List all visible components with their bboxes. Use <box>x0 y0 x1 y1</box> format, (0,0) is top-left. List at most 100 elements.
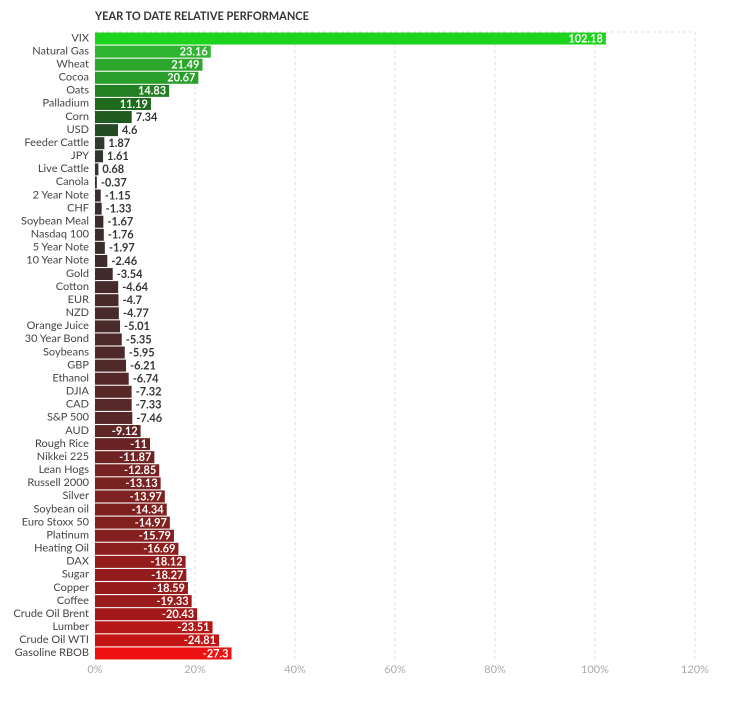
bar <box>95 503 167 516</box>
bar <box>95 529 174 542</box>
bar <box>95 215 104 228</box>
category-label: Soybeans <box>43 345 89 358</box>
category-label: Natural Gas <box>32 44 89 57</box>
category-label: Soybean Meal <box>21 214 89 227</box>
category-label: Ethanol <box>52 371 89 384</box>
category-label: Canola <box>56 175 89 188</box>
category-label: Lean Hogs <box>39 463 90 476</box>
bar <box>95 241 105 254</box>
bar <box>95 268 113 281</box>
x-tick-label: 0% <box>87 663 102 676</box>
value-label: 1.87 <box>108 137 130 150</box>
value-label: -27.3 <box>203 647 229 660</box>
category-label: DJIA <box>66 385 90 398</box>
bar <box>95 97 151 110</box>
value-label: -4.64 <box>122 281 148 294</box>
value-label: -18.27 <box>151 569 183 582</box>
value-label: -16.69 <box>143 543 175 556</box>
bar <box>95 176 97 189</box>
value-label: -1.67 <box>107 216 133 229</box>
category-label: Silver <box>63 489 90 502</box>
bar <box>95 163 99 176</box>
value-label: -24.81 <box>184 634 216 647</box>
value-label: 4.6 <box>122 124 138 137</box>
value-label: 0.68 <box>102 163 124 176</box>
category-label: Euro Stoxx 50 <box>22 515 90 528</box>
category-label: Nasdaq 100 <box>31 228 90 241</box>
bar <box>95 189 101 202</box>
category-label: VIX <box>71 31 90 44</box>
category-label: Feeder Cattle <box>24 136 89 149</box>
bar <box>95 307 119 320</box>
value-label: -0.37 <box>101 176 127 189</box>
category-label: Crude Oil WTI <box>19 633 89 646</box>
value-label: -7.32 <box>136 386 162 399</box>
category-label: Russell 2000 <box>27 476 89 489</box>
x-tick-label: 100% <box>581 663 609 676</box>
bar <box>95 359 127 372</box>
bar <box>95 595 192 608</box>
value-label: -9.12 <box>112 425 138 438</box>
bar <box>95 124 118 137</box>
value-label: 20.67 <box>167 72 195 85</box>
value-label: -13.13 <box>125 477 157 490</box>
value-label: 23.16 <box>180 45 209 58</box>
value-label: -14.34 <box>131 503 164 516</box>
bar <box>95 542 179 555</box>
category-label: S&P 500 <box>47 411 90 424</box>
value-label: 1.61 <box>107 150 129 163</box>
bar <box>95 228 104 241</box>
category-label: Gasoline RBOB <box>15 646 89 659</box>
category-label: Nikkei 225 <box>37 450 89 463</box>
bar <box>95 398 132 411</box>
category-label: Orange Juice <box>27 319 90 332</box>
bar <box>95 346 125 359</box>
bar <box>95 71 199 84</box>
value-label: -11.87 <box>119 451 151 464</box>
value-label: -1.33 <box>106 202 132 215</box>
category-label: JPY <box>71 149 89 162</box>
bar <box>95 438 150 451</box>
category-label: Rough Rice <box>35 437 89 450</box>
category-label: Crude Oil Brent <box>13 607 89 620</box>
value-label: 7.34 <box>136 111 158 124</box>
value-label: -5.01 <box>124 320 150 333</box>
value-label: -18.12 <box>150 556 182 569</box>
category-label: Cocoa <box>59 71 89 84</box>
bar <box>95 451 155 464</box>
value-label: -1.15 <box>105 189 131 202</box>
value-label: -5.35 <box>126 333 152 346</box>
bar <box>95 464 160 477</box>
bar <box>95 320 121 333</box>
bar <box>95 150 104 163</box>
value-label: -6.21 <box>130 359 156 372</box>
value-label: -2.46 <box>111 255 137 268</box>
category-label: CAD <box>66 398 89 411</box>
value-label: -14.97 <box>135 516 167 529</box>
bar <box>95 490 165 503</box>
category-label: Sugar <box>62 568 89 581</box>
bar <box>95 608 198 621</box>
bar <box>95 516 170 529</box>
x-tick-label: 40% <box>284 663 306 676</box>
category-label: Oats <box>66 84 89 97</box>
category-label: Cotton <box>56 280 89 293</box>
value-label: -1.76 <box>108 229 134 242</box>
bar <box>95 647 232 660</box>
category-label: AUD <box>65 424 89 437</box>
category-label: USD <box>67 123 89 136</box>
bar <box>95 385 132 398</box>
category-label: Copper <box>53 581 89 594</box>
category-label: DAX <box>66 555 90 568</box>
x-tick-label: 80% <box>484 663 506 676</box>
value-label: -7.33 <box>136 399 162 412</box>
bar <box>95 582 188 595</box>
category-label: Soybean oil <box>33 502 89 515</box>
bar <box>95 111 132 124</box>
category-label: NZD <box>66 306 89 319</box>
bar <box>95 333 122 346</box>
value-label: -15.79 <box>139 530 171 543</box>
bar <box>95 281 119 294</box>
value-label: -5.95 <box>129 346 155 359</box>
bar <box>95 84 170 97</box>
